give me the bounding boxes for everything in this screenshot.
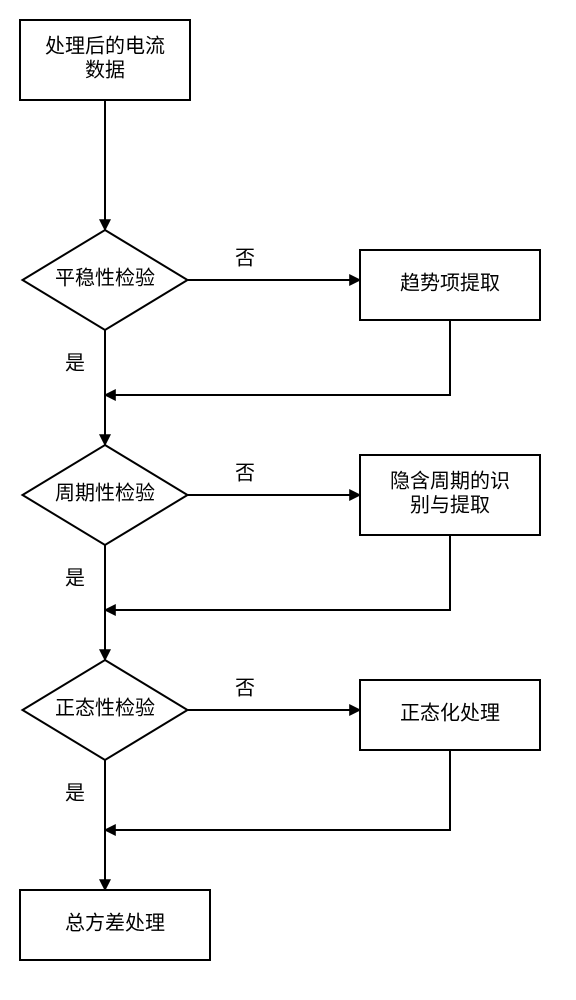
flow-edge: [105, 750, 450, 830]
node-label: 数据: [85, 59, 125, 82]
edge-label: 是: [65, 783, 85, 805]
node-label: 总方差处理: [65, 912, 165, 935]
edge-label: 是: [65, 568, 85, 590]
node-label: 平稳性检验: [55, 267, 155, 290]
edge-label: 是: [65, 353, 85, 375]
node-label: 正态化处理: [400, 702, 500, 725]
node-label: 别与提取: [410, 494, 490, 517]
node-label: 周期性检验: [55, 482, 155, 505]
flow-edge: [105, 535, 450, 610]
node-label: 处理后的电流: [45, 35, 165, 58]
edge-label: 否: [235, 248, 255, 270]
flowchart-canvas: 否是否是否是处理后的电流数据平稳性检验趋势项提取周期性检验隐含周期的识别与提取正…: [0, 0, 576, 1000]
edge-label: 否: [235, 678, 255, 700]
flow-edge: [105, 320, 450, 395]
node-label: 趋势项提取: [400, 272, 500, 295]
edge-label: 否: [235, 463, 255, 485]
node-label: 正态性检验: [55, 697, 155, 720]
node-label: 隐含周期的识: [390, 470, 510, 493]
